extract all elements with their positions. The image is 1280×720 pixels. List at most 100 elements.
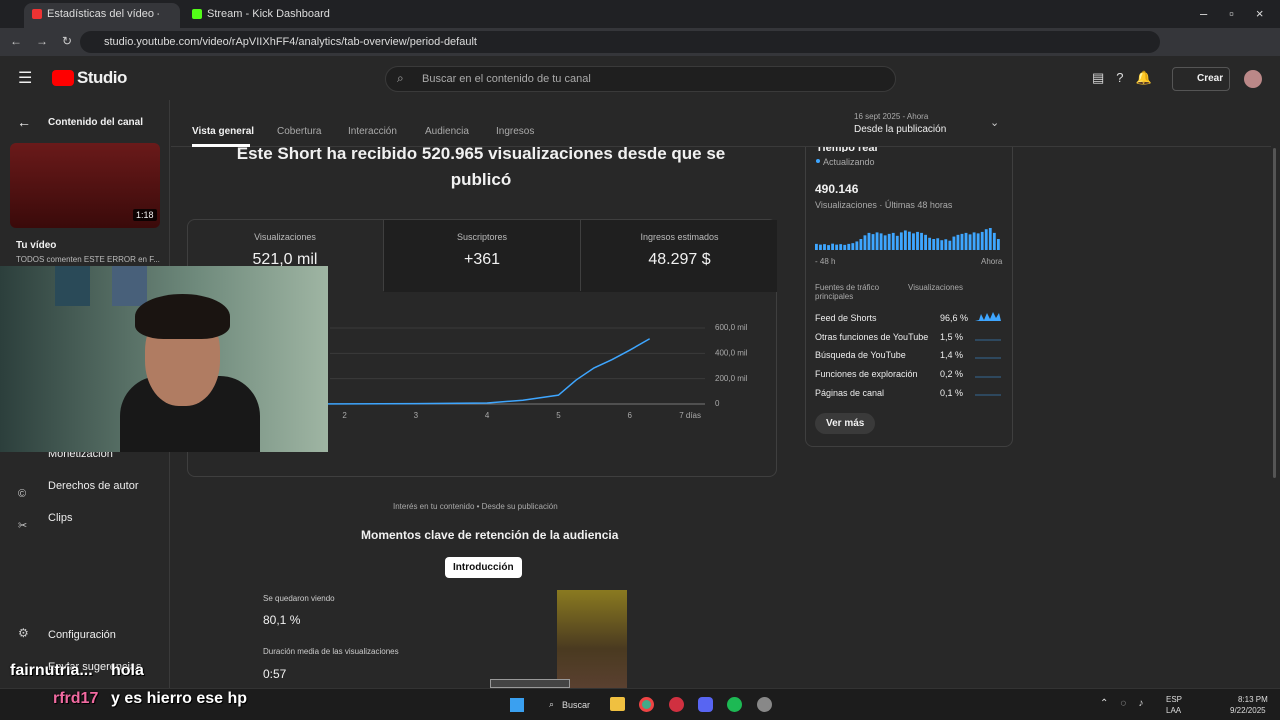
- tab[interactable]: Ingresos: [496, 126, 535, 137]
- avg-label: Duración media de las visualizaciones: [263, 647, 399, 656]
- source-value: 96,6 %: [940, 313, 969, 323]
- logo[interactable]: Studio: [77, 68, 127, 87]
- retention-caption: Interés en tu contenido • Desde su publi…: [393, 502, 558, 511]
- metric-label: Ingresos estimados: [640, 232, 719, 242]
- stayed-value: 80,1 %: [263, 613, 301, 627]
- clock-date[interactable]: 9/22/2025: [1230, 706, 1266, 715]
- studio-header: ☰ Studio ⌕ Buscar en el contenido de tu …: [0, 56, 1280, 100]
- back-arrow[interactable]: ←: [17, 114, 31, 130]
- source-value: 1,4 %: [940, 350, 964, 360]
- taskbar-search[interactable]: Buscar: [562, 700, 591, 710]
- metric-card[interactable]: Visualizaciones 521,0 mil: [187, 219, 384, 291]
- tray-icons[interactable]: ⌃◌♪: [1100, 698, 1156, 709]
- source-name: Páginas de canal: [815, 388, 885, 398]
- active-tab[interactable]: [24, 3, 180, 28]
- settings-icon: ⚙: [18, 626, 29, 640]
- source-sparklines: [975, 312, 1001, 396]
- source-name: Búsqueda de YouTube: [815, 350, 906, 360]
- sources-metric: Visualizaciones: [908, 283, 963, 292]
- taskbar: ⌕ Buscar ⌃◌♪ ESP LAA 8:13 PM 9/22/2025: [0, 688, 1280, 720]
- header-icons[interactable]: ▤?🔔: [1092, 70, 1164, 85]
- tab[interactable]: Interacción: [348, 126, 397, 137]
- metric-value: 521,0 mil: [252, 251, 318, 268]
- spacer: [758, 499, 759, 500]
- video-label: Tu vídeo: [16, 240, 57, 251]
- metric-label: Suscriptores: [456, 232, 508, 242]
- nav-item[interactable]: Derechos de autor: [48, 480, 139, 492]
- url[interactable]: studio.youtube.com/video/rApVIIXhFF4/ana…: [104, 36, 477, 48]
- intro-button[interactable]: Introducción: [445, 557, 522, 578]
- range-end: Ahora: [981, 257, 1003, 266]
- create-button[interactable]: [1172, 67, 1230, 91]
- clock-time[interactable]: 8:13 PM: [1238, 695, 1268, 704]
- tab-icon: [32, 9, 42, 19]
- tab-title[interactable]: Estadísticas del vídeo - YouTub: [47, 8, 159, 20]
- chat-user: rfrd17: [53, 690, 99, 707]
- window-controls[interactable]: –▫×: [1200, 6, 1280, 21]
- stayed-label: Se quedaron viendo: [263, 594, 335, 603]
- search-icon: ⌕: [397, 71, 404, 85]
- source-value: 1,5 %: [940, 332, 964, 342]
- realtime-card: [805, 147, 1013, 447]
- realtime-status: Actualizando: [823, 157, 875, 167]
- person-hair: [135, 294, 230, 339]
- avg-value: 0:57: [263, 667, 287, 681]
- video-title: TODOS comenten ESTE ERROR en F...: [16, 255, 160, 264]
- metric-card[interactable]: Suscriptores +361: [384, 219, 581, 291]
- menu-button[interactable]: ☰: [18, 70, 33, 87]
- video-preview[interactable]: [557, 590, 627, 688]
- app-icon[interactable]: [727, 697, 742, 712]
- source-value: 0,1 %: [940, 388, 964, 398]
- logo-icon: [52, 70, 74, 86]
- lang[interactable]: ESP: [1166, 695, 1183, 704]
- nav-icons: © ✂: [18, 488, 28, 532]
- create-label[interactable]: Crear: [1197, 73, 1224, 84]
- scrollbar: [1273, 148, 1276, 478]
- webcam: [0, 266, 328, 452]
- period-range[interactable]: 16 sept 2025 - Ahora: [854, 112, 929, 121]
- app-icon[interactable]: [610, 697, 625, 711]
- period-label[interactable]: Desde la publicación: [854, 124, 947, 135]
- realtime-total: 490.146: [815, 182, 859, 196]
- search-placeholder[interactable]: Buscar en el contenido de tu canal: [422, 73, 591, 85]
- taskbar-search-icon: ⌕: [549, 699, 555, 709]
- tab-title[interactable]: Stream - Kick Dashboard: [207, 8, 330, 20]
- chat-message: hola: [111, 662, 144, 679]
- app-icon[interactable]: [669, 697, 684, 712]
- search-box[interactable]: [385, 66, 896, 92]
- tab-bar: Estadísticas del vídeo - YouTub Stream -…: [0, 0, 1280, 28]
- avatar[interactable]: [1244, 70, 1262, 88]
- app-icon[interactable]: [639, 697, 654, 712]
- realtime-metric[interactable]: Visualizaciones · Últimas 48 horas: [815, 200, 953, 210]
- live-dot: [816, 159, 820, 163]
- nav-item[interactable]: Configuración: [48, 629, 116, 641]
- nav-buttons[interactable]: ←→↻: [10, 34, 87, 48]
- period-dropdown[interactable]: ⌄: [990, 117, 1000, 129]
- metric-label: Visualizaciones: [254, 232, 316, 242]
- see-more-button[interactable]: Ver más: [815, 413, 876, 434]
- tab-indicator: [192, 144, 250, 147]
- nav-item[interactable]: Clips: [48, 512, 73, 524]
- metric-value: +361: [463, 251, 501, 268]
- duration: 1:18: [133, 209, 157, 221]
- chat-user: fairnutria...: [10, 662, 93, 679]
- tab[interactable]: Vista general: [192, 126, 255, 137]
- layout[interactable]: LAA: [1166, 706, 1182, 715]
- metric-card[interactable]: Ingresos estimados 48.297 $: [581, 219, 778, 291]
- nav-item[interactable]: Enviar sugerencias: [48, 661, 142, 673]
- source-name: Feed de Shorts: [815, 313, 877, 323]
- retention-title: Momentos clave de retención de la audien…: [361, 528, 619, 542]
- back-link[interactable]: Contenido del canal: [48, 117, 144, 128]
- app-icon[interactable]: [698, 697, 713, 712]
- start-button[interactable]: [510, 698, 524, 712]
- source-value: 0,2 %: [940, 369, 964, 379]
- app-icon[interactable]: [757, 697, 772, 712]
- tab[interactable]: Cobertura: [277, 126, 322, 137]
- realtime-title: Tiempo real: [816, 142, 878, 152]
- poster: [112, 266, 147, 306]
- metric-value: 48.297 $: [648, 251, 711, 268]
- tab[interactable]: Audiencia: [425, 126, 469, 137]
- preview-scrubber[interactable]: [490, 679, 570, 688]
- omnibox[interactable]: [80, 31, 1160, 53]
